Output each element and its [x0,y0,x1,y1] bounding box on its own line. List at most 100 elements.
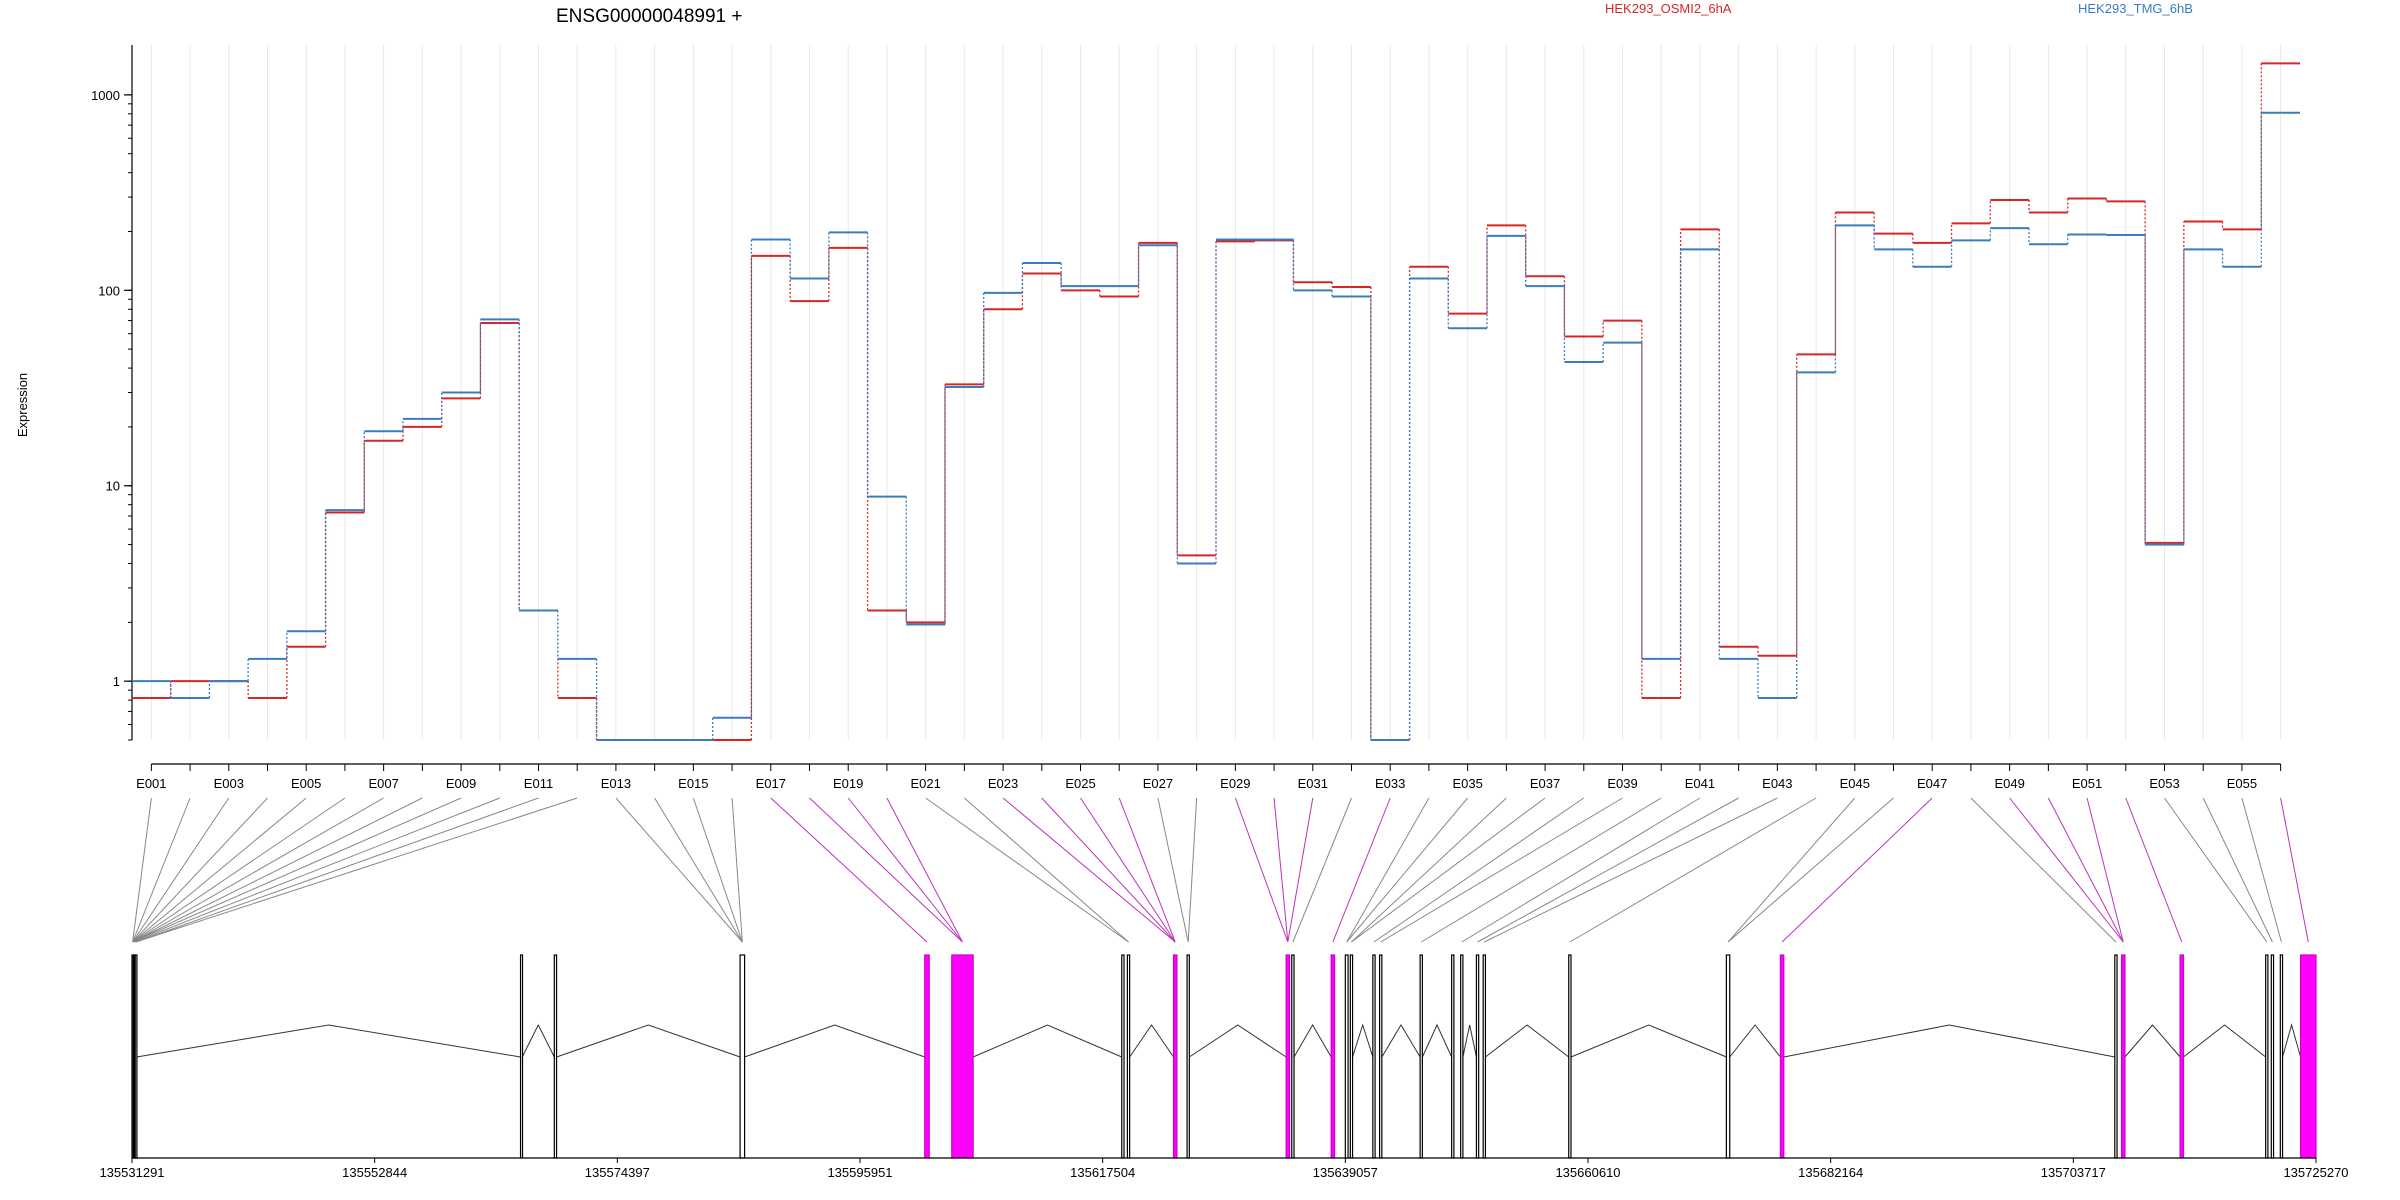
connector-differential [770,797,928,943]
x-tick-label: E029 [1220,776,1250,791]
x-tick-label: E031 [1298,776,1328,791]
connector [132,797,346,943]
x-tick-label: E037 [1530,776,1560,791]
exon-bin [1344,954,1349,1159]
exon-bin [519,954,524,1159]
intron-arc [1381,1024,1421,1058]
connector-differential [847,797,963,943]
connector [132,797,462,943]
intron-arc [2282,1023,2302,1058]
exon-bin [1482,954,1487,1159]
connector [1187,797,1198,943]
intron-arc [744,1024,925,1058]
connector-differential [1781,797,1933,943]
genome-tick-label: 135725270 [2283,1165,2348,1180]
intron-arc [521,1023,555,1058]
x-tick-label: E039 [1607,776,1637,791]
intron-arc [136,1024,521,1058]
connector [654,797,743,943]
exon-bin [1349,954,1354,1159]
intron-arc [1293,1024,1332,1058]
intron-arc [972,1024,1122,1058]
connector [1727,797,1856,943]
exon-bin [134,954,138,1159]
x-tick-label: E017 [756,776,786,791]
connector [132,797,268,943]
connector [2164,797,2268,943]
connector-differential [1080,797,1176,943]
exon-bin [739,954,746,1159]
x-tick-label: E023 [988,776,1018,791]
x-tick-label: E021 [910,776,940,791]
exon-bin [2114,954,2118,1159]
connector [132,797,230,943]
connector [692,797,743,943]
connector [2241,797,2282,943]
x-tick-label: E049 [1994,776,2024,791]
connector [132,797,307,943]
y-tick-label: 1 [113,674,120,689]
connector [132,797,152,943]
intron-arc [1570,1024,1727,1058]
exon-bin-differential [924,954,930,1159]
genome-tick-label: 135639057 [1313,1165,1378,1180]
intron-arc [2124,1024,2181,1058]
exon-bin [1451,954,1455,1159]
connector [132,797,384,943]
x-tick-label: E011 [524,776,553,791]
y-axis: 1 10 100 1000 [91,45,133,741]
connector [2202,797,2273,943]
connector [1157,797,1189,943]
connector [1346,797,1430,943]
exon-bin [1460,954,1464,1159]
genome-tick-label: 135660610 [1555,1165,1620,1180]
connector-differential [1002,797,1176,943]
x-tick-label: E033 [1375,776,1405,791]
connector-differential [809,797,963,943]
x-tick-label: E013 [601,776,631,791]
connector [135,797,539,943]
connector [925,797,1129,943]
genome-tick-label: 135574397 [585,1165,650,1180]
connector-differential [886,797,963,943]
exon-bin-differential [2120,954,2126,1159]
intron-arc [1729,1024,1781,1058]
connector-differential [2047,797,2124,943]
exon-bin [2265,954,2269,1159]
x-tick-label: E047 [1917,776,1947,791]
genome-tick-label: 135595951 [827,1165,892,1180]
intron-arc [1189,1024,1287,1058]
x-tick-label: E003 [214,776,244,791]
legend-entry-osmi2: HEK293_OSMI2_6hA [1605,1,1732,16]
x-tick-label: E043 [1762,776,1792,791]
exon-bin-differential [2179,954,2185,1159]
legend-entry-tmg: HEK293_TMG_6hB [2078,1,2193,16]
chart-title: ENSG00000048991 + [556,6,742,27]
y-tick-label: 10 [106,479,120,494]
connector-differential [1118,797,1176,943]
exon-bin [2279,954,2284,1159]
connector [135,797,578,943]
x-tick-label: E005 [291,776,321,791]
genome-tick-label: 135617504 [1070,1165,1135,1180]
x-tick-label: E041 [1685,776,1715,791]
y-axis-label: Expression [15,373,30,437]
connector [1484,797,1778,943]
genome-tick-label: 135531291 [99,1165,164,1180]
exon-bin [1121,954,1125,1159]
connector [1477,797,1739,943]
genome-tick-label: 135682164 [1798,1165,1863,1180]
y-tick-label: 100 [98,283,120,298]
exon-bin [1378,954,1383,1159]
grid-lines [150,45,2282,740]
connector [1351,797,1546,943]
genome-axis: 135531291 135552844 135574397 135595951 1356… [99,1157,2349,1180]
connector-differential [2086,797,2124,943]
connector [133,797,500,943]
connector [1380,797,1623,943]
connector [132,797,423,943]
x-tick-label: E051 [2072,776,2102,791]
intron-arc [1485,1024,1570,1058]
intron-arc [556,1024,741,1058]
connector [1727,797,1894,943]
